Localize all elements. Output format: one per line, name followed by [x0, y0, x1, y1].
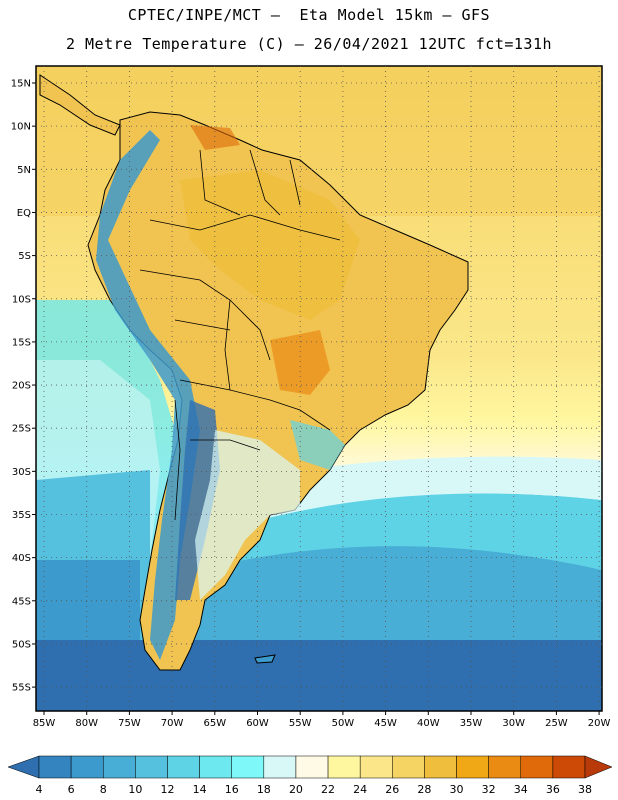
- latitude-label: 50S: [12, 639, 31, 650]
- colorbar-segment: [70, 755, 104, 779]
- colorbar-label: 6: [67, 783, 75, 796]
- latitude-label: EQ: [17, 208, 31, 219]
- latitude-label: 55S: [12, 683, 31, 694]
- longitude-label: 85W: [33, 718, 56, 729]
- latitude-label: 15N: [11, 79, 31, 90]
- colorbar-label: 16: [224, 783, 239, 796]
- colorbar-segment: [295, 755, 329, 779]
- colorbar-segment: [135, 755, 168, 779]
- longitude-label: 35W: [460, 718, 483, 729]
- colorbar-label: 34: [513, 783, 528, 796]
- latitude-label: 5N: [17, 165, 31, 176]
- colorbar-arrow-right: [584, 755, 613, 779]
- longitude-label: 65W: [203, 718, 226, 729]
- longitude-label: 25W: [545, 718, 568, 729]
- colorbar-label: 20: [288, 783, 303, 796]
- country-borders: [139, 149, 341, 521]
- colorbar-label: 30: [449, 783, 464, 796]
- latitude-label: 15S: [12, 337, 31, 348]
- latitude-label: 40S: [12, 553, 31, 564]
- colorbar-segment: [552, 755, 586, 779]
- latitude-label: 45S: [12, 596, 31, 607]
- latitude-label: 20S: [12, 381, 31, 392]
- longitude-label: 75W: [118, 718, 141, 729]
- map-title: CPTEC/INPE/MCT – Eta Model 15km – GFS: [127, 6, 491, 24]
- longitude-label: 80W: [75, 718, 98, 729]
- colorbar-label: 12: [160, 783, 175, 796]
- longitude-label: 40W: [417, 718, 440, 729]
- longitude-label: 45W: [374, 718, 397, 729]
- colorbar-segment: [520, 755, 554, 779]
- latitude-label: 5S: [18, 251, 31, 262]
- colorbar-label: 26: [385, 783, 400, 796]
- colorbar-label: 28: [417, 783, 432, 796]
- colorbar-label: 8: [99, 783, 107, 796]
- latitude-label: 30S: [12, 467, 31, 478]
- latitude-labels: 15N 10N 5N EQ 5S 10S 15S 20S 25S 30S 35S 40S 45S 50S 5…: [11, 79, 31, 694]
- colorbar-segment: [263, 755, 297, 779]
- colorbar-label: 18: [256, 783, 271, 796]
- colorbar-label: 36: [545, 783, 560, 796]
- latitude-label: 35S: [12, 510, 31, 521]
- colorbar-label: 14: [192, 783, 207, 796]
- colorbar-segment: [424, 755, 457, 779]
- map-subtitle: 2 Metre Temperature (C) – 26/04/2021 12U…: [65, 35, 553, 53]
- colorbar-segment: [327, 755, 361, 779]
- colorbar-label: 24: [353, 783, 368, 796]
- colorbar-label: 4: [35, 783, 43, 796]
- longitude-label: 70W: [161, 718, 184, 729]
- longitude-label: 60W: [246, 718, 269, 729]
- colorbar-arrow-left: [7, 755, 40, 779]
- colorbar-label: 10: [128, 783, 143, 796]
- colorbar-label: 32: [481, 783, 496, 796]
- colorbar-segment: [102, 755, 136, 779]
- latitude-label: 25S: [12, 424, 31, 435]
- longitude-label: 50W: [332, 718, 355, 729]
- latitude-label: 10S: [12, 294, 31, 305]
- graticule: [32, 66, 602, 715]
- longitude-label: 30W: [502, 718, 525, 729]
- longitude-label: 20W: [588, 718, 611, 729]
- colorbar: [7, 755, 613, 779]
- colorbar-label: 38: [578, 783, 592, 796]
- map-frame: [35, 65, 603, 712]
- longitude-labels: 85W 80W 75W 70W 65W 60W 55W 50W 45W 40W 35W 30W 25W 2…: [33, 718, 611, 729]
- colorbar-segment: [392, 755, 425, 779]
- colorbar-segment: [167, 755, 200, 779]
- colorbar-segment: [38, 755, 72, 779]
- colorbar-segment: [488, 755, 522, 779]
- latitude-label: 10N: [11, 122, 31, 133]
- colorbar-segment: [359, 755, 393, 779]
- colorbar-segment: [456, 755, 489, 779]
- longitude-label: 55W: [289, 718, 312, 729]
- colorbar-segment: [231, 755, 265, 779]
- colorbar-segment: [199, 755, 232, 779]
- colorbar-label: 22: [321, 783, 336, 796]
